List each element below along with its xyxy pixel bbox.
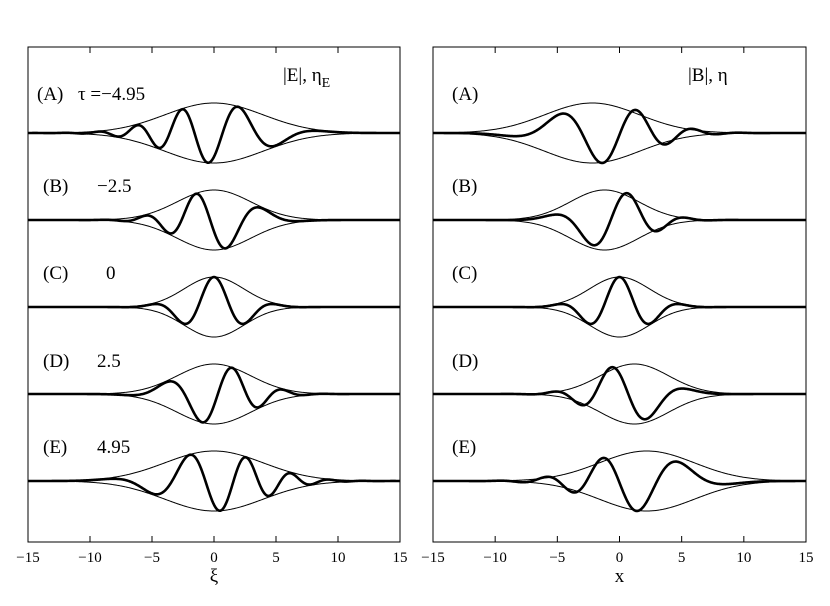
left-header-subscript: E (322, 76, 331, 91)
left-envelope-upper (28, 189, 400, 221)
left-panel-frame (27, 46, 401, 543)
left-subplot-c: (C) 0 (27, 263, 401, 338)
right-envelope-lower (433, 306, 806, 338)
left-tau-value: 0 (106, 263, 116, 284)
right-subplot-label: (B) (452, 176, 477, 197)
left-subplot-e: (E) 4.95 (27, 437, 401, 513)
right-subplot-label: (D) (452, 351, 478, 372)
right-header-label: |B|, η (688, 65, 728, 86)
left-envelope-upper (28, 450, 400, 482)
left-subplot-b: (B) −2.5 (27, 176, 401, 251)
right-subplot-d: (D) (432, 351, 807, 425)
left-carrier-wave (27, 453, 401, 513)
right-header-main: |B|, η (688, 65, 728, 86)
left-subplot-a: (A) τ =−4.95 (27, 84, 401, 165)
left-header-main: |E|, η (283, 65, 322, 86)
left-tau-value: −2.5 (97, 176, 131, 197)
left-carrier-wave (27, 192, 401, 250)
right-subplot-e: (E) (432, 437, 807, 513)
right-subplot-b: (B) (432, 176, 807, 251)
right-xaxis-label: x (615, 566, 625, 587)
left-xtick-label: 0 (210, 550, 218, 566)
left-envelope-upper (28, 276, 400, 308)
right-xtick-label: −5 (549, 550, 565, 566)
right-subplot-label: (C) (452, 263, 477, 284)
left-xtick-label: −15 (16, 550, 39, 566)
right-envelope-lower (433, 393, 806, 425)
left-header-label: |E|, ηE (283, 65, 330, 91)
right-panel: −15 −10 −5 0 5 10 15 x |B|, η (A) (B) (C) (D) (E) (421, 46, 814, 587)
left-carrier-wave (27, 105, 401, 165)
right-envelope-upper (433, 450, 807, 482)
right-carrier-wave (432, 275, 807, 326)
right-envelope-upper (432, 102, 806, 134)
left-envelope-lower (28, 306, 400, 338)
left-subplot-label: (B) (43, 176, 68, 197)
right-xtick-label: −10 (483, 550, 506, 566)
right-subplot-a: (A) (432, 84, 807, 165)
left-carrier-wave (27, 275, 401, 326)
right-panel-frame (432, 46, 807, 543)
left-subplot-label: (C) (43, 263, 68, 284)
right-xtick-label: 0 (616, 550, 624, 566)
left-panel: −15 −10 −5 0 5 10 15 ξ |E|, ηE (A) τ =−4.95 (B) −2.5… (16, 46, 408, 587)
left-carrier-wave (27, 366, 401, 424)
right-envelope-upper (433, 363, 806, 395)
left-xtick-label: 10 (331, 550, 346, 566)
left-subplot-label: (A) (37, 84, 63, 105)
right-carrier-wave (432, 456, 807, 513)
right-xtick-label: 15 (799, 550, 814, 566)
right-xtick-label: 5 (678, 550, 686, 566)
right-xtick-label: 10 (736, 550, 751, 566)
right-subplot-label: (E) (452, 437, 476, 458)
left-subplot-label: (E) (43, 437, 67, 458)
left-tau-value: 2.5 (97, 351, 121, 372)
right-subplot-label: (A) (452, 84, 478, 105)
right-subplot-c: (C) (432, 263, 807, 338)
right-xtick-label: −15 (421, 550, 444, 566)
left-xtick-label: −10 (78, 550, 101, 566)
right-envelope-upper (433, 276, 806, 308)
right-carrier-wave (432, 365, 807, 421)
left-envelope-upper (28, 102, 400, 134)
left-subplot-d: (D) 2.5 (27, 351, 401, 425)
left-tau-value: 4.95 (97, 437, 130, 458)
right-carrier-wave (432, 191, 807, 247)
right-envelope-lower (433, 219, 806, 251)
right-carrier-wave (432, 108, 807, 165)
left-xtick-label: −5 (144, 550, 160, 566)
left-envelope-upper (28, 363, 400, 395)
left-xaxis-label: ξ (210, 566, 219, 587)
right-envelope-upper (433, 189, 806, 221)
left-xtick-label: 15 (393, 550, 408, 566)
left-xtick-label: 5 (272, 550, 280, 566)
left-tau-value: τ =−4.95 (78, 84, 145, 105)
left-subplot-label: (D) (43, 351, 69, 372)
